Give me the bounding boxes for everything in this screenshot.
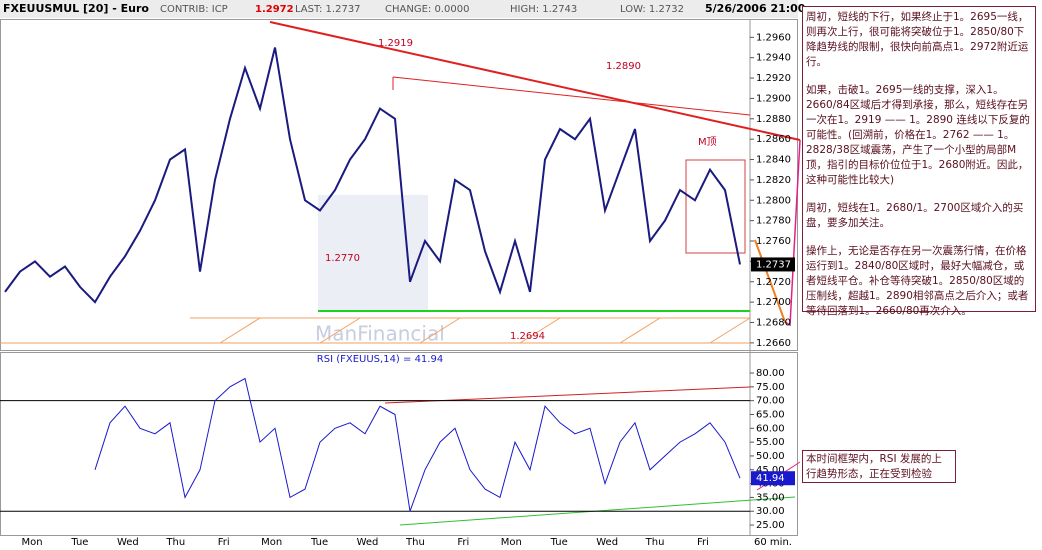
y-tick-label: 30.00 (756, 506, 785, 517)
y-tick-label: 1.2900 (756, 93, 791, 104)
x-tick-label: Thu (645, 537, 665, 548)
note-paragraph: 周初，短线的下行，如果终止于1。2695一线，则再次上行，很可能将突破位于1。2… (806, 11, 1029, 68)
y-tick-label: 70.00 (756, 396, 785, 407)
x-tick-label: Wed (596, 537, 618, 548)
y-tick-label: 1.2820 (756, 175, 791, 186)
x-tick-label: Wed (357, 537, 379, 548)
rsi-frame (0, 352, 798, 536)
y-tick-label: 65.00 (756, 409, 785, 420)
y-tick-label: 50.00 (756, 451, 785, 462)
x-tick-label: Fri (457, 537, 469, 548)
y-tick-label: 60.00 (756, 423, 785, 434)
annotation: 1.2919 (378, 38, 413, 49)
y-tick-label: 1.2940 (756, 53, 791, 64)
x-tick-label: Tue (310, 537, 328, 548)
y-tick-label: 1.2840 (756, 155, 791, 166)
y-tick-label: 1.2960 (756, 32, 791, 43)
x-tick-label: Tue (550, 537, 568, 548)
header-contrib: CONTRIB: ICP (160, 4, 228, 15)
rsi-title: RSI (FXEUUS,14) = 41.94 (317, 354, 443, 365)
x-tick-label: Mon (21, 537, 42, 548)
arrow (754, 239, 786, 323)
x-tick-label: Mon (261, 537, 282, 548)
y-tick-label: 75.00 (756, 382, 785, 393)
last-value-label: 41.94 (756, 473, 785, 484)
x-tick-label: Thu (405, 537, 425, 548)
y-tick-label: 1.2780 (756, 216, 791, 227)
last-value-label: 1.2737 (756, 259, 791, 270)
y-tick-label: 1.2660 (756, 338, 791, 349)
annotation: 1.2694 (510, 331, 545, 342)
watermark-logo (318, 195, 428, 310)
header-high-mark: 1.2972 (255, 4, 294, 15)
trend-line (392, 76, 751, 116)
header-high: HIGH: 1.2743 (510, 4, 577, 15)
support-zone (0, 317, 751, 344)
y-tick-label: 1.2800 (756, 195, 791, 206)
y-tick-label: 1.2920 (756, 73, 791, 84)
note-paragraph: 周初，短线在1。2680/1。2700区域介入的买盘，要多加关注。 (806, 202, 1024, 229)
header-low: LOW: 1.2732 (620, 4, 684, 15)
y-tick-label: 1.2860 (756, 134, 791, 145)
x-tick-label: Thu (165, 537, 185, 548)
y-tick-label: 1.2760 (756, 236, 791, 247)
note-paragraph: 操作上，无论是否存在另一次震荡行情，在价格运行到1。2840/80区域时，最好大… (806, 245, 1029, 317)
last-value-tag (751, 471, 795, 486)
data-line (4, 47, 741, 304)
x-tick-label: Tue (70, 537, 88, 548)
y-tick-label: 1.2880 (756, 114, 791, 125)
last-value-tag (751, 257, 795, 272)
header-change: CHANGE: 0.0000 (385, 4, 469, 15)
x-tick-label: Mon (501, 537, 522, 548)
y-tick-label: 55.00 (756, 437, 785, 448)
data-line (94, 377, 741, 512)
header-bar (0, 0, 798, 18)
annotation: 1.2890 (606, 61, 641, 72)
y-tick-label: 25.00 (756, 520, 785, 531)
y-tick-label: 1.2680 (756, 318, 791, 329)
y-tick-label: 1.2720 (756, 277, 791, 288)
y-tick-label: 45.00 (756, 465, 785, 476)
rsi-note: 本时间框架内，RSI 发展的上行趋势形态，正在受到检验 (802, 450, 956, 483)
m-top-box (685, 159, 746, 254)
note-paragraph: 如果，击破1。2695一线的支撑，深入1。2660/84区域后才得到承接，那么，… (806, 84, 1030, 186)
annotation: M顶 (698, 136, 717, 148)
x-unit: 60 min. (754, 537, 792, 548)
y-tick-label: 80.00 (756, 368, 785, 379)
y-tick-label: 35.00 (756, 492, 785, 503)
header-last: LAST: 1.2737 (295, 4, 361, 15)
annotation: 1.2770 (325, 253, 360, 264)
x-tick-label: Wed (117, 537, 139, 548)
x-tick-label: Fri (697, 537, 709, 548)
header-title: FXEUUSMUL [20] - Euro (3, 2, 149, 15)
x-tick-label: Fri (218, 537, 230, 548)
trend-line (269, 21, 801, 141)
header-date: 5/26/2006 21:00 (705, 2, 806, 15)
analysis-note: 周初，短线的下行，如果终止于1。2695一线，则再次上行，很可能将突破位于1。2… (802, 6, 1036, 317)
y-tick-label: 1.2700 (756, 297, 791, 308)
